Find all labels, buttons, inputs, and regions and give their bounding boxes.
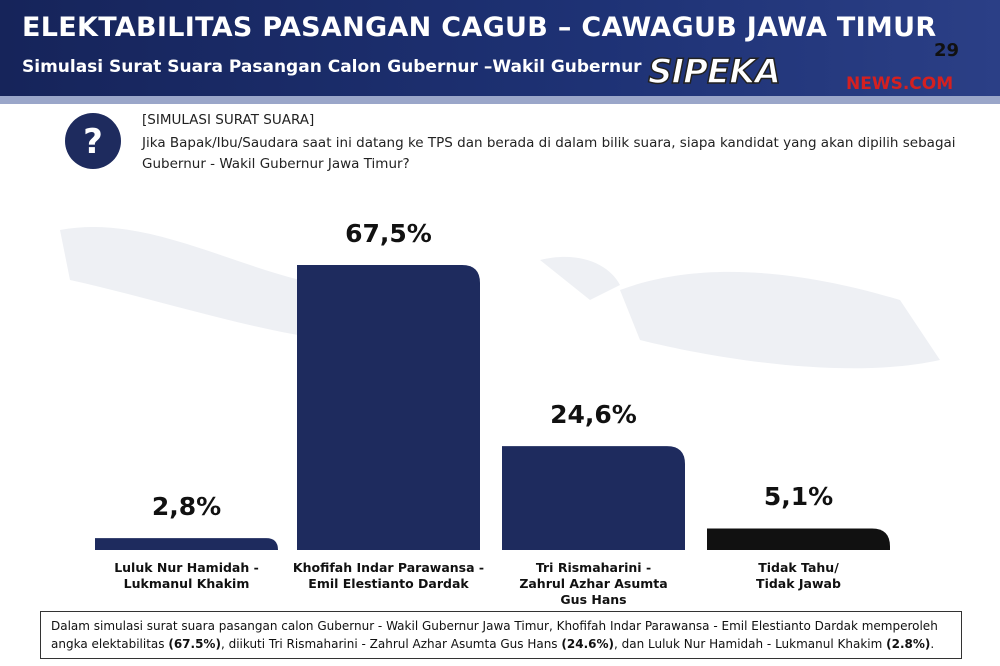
- category-label: Luluk Nur Hamidah - Lukmanul Khakim: [114, 560, 259, 591]
- note-text: (24.6%): [561, 637, 614, 651]
- logo: SIPEKA: [647, 51, 781, 93]
- header-strip: [0, 96, 1000, 104]
- category-label: Tri Rismaharini - Zahrul Azhar Asumta Gu…: [519, 560, 668, 607]
- value-label: 24,6%: [550, 400, 637, 430]
- title: ELEKTABILITAS PASANGAN CAGUB – CAWAGUB J…: [22, 12, 937, 43]
- note-text: (2.8%): [886, 637, 931, 651]
- question-label: [SIMULASI SURAT SUARA]: [142, 112, 315, 128]
- header-band: [0, 0, 1000, 96]
- bar: [297, 265, 480, 550]
- logo-domain: NEWS.COM: [846, 74, 954, 94]
- note-text: .: [930, 637, 935, 651]
- value-label: 2,8%: [151, 492, 222, 522]
- category-label: Tidak Tahu/ Tidak Jawab: [756, 560, 841, 591]
- bar: [95, 538, 278, 550]
- note-text: , dan Luluk Nur Hamidah - Lukmanul Khaki…: [614, 637, 887, 651]
- question-text: Jika Bapak/Ibu/Saudara saat ini datang k…: [142, 135, 956, 172]
- question-mark: ?: [83, 122, 103, 162]
- category-label: Khofifah Indar Parawansa - Emil Elestian…: [292, 560, 485, 591]
- value-label: 67,5%: [345, 219, 432, 248]
- page-number: 29: [934, 40, 960, 61]
- map-watermark: [60, 226, 940, 369]
- bar: [707, 528, 890, 550]
- subtitle: Simulasi Surat Suara Pasangan Calon Gube…: [22, 57, 642, 77]
- bars: [95, 265, 890, 550]
- note-text: (67.5%): [168, 637, 221, 651]
- note-text: Dalam simulasi surat suara pasangan calo…: [51, 619, 938, 651]
- note-text: , diikuti Tri Rismaharini - Zahrul Azhar…: [220, 637, 562, 651]
- value-label: 5,1%: [763, 482, 834, 512]
- question-icon: [65, 113, 121, 169]
- note: Dalam simulasi surat suara pasangan calo…: [40, 611, 962, 659]
- bar: [502, 446, 685, 550]
